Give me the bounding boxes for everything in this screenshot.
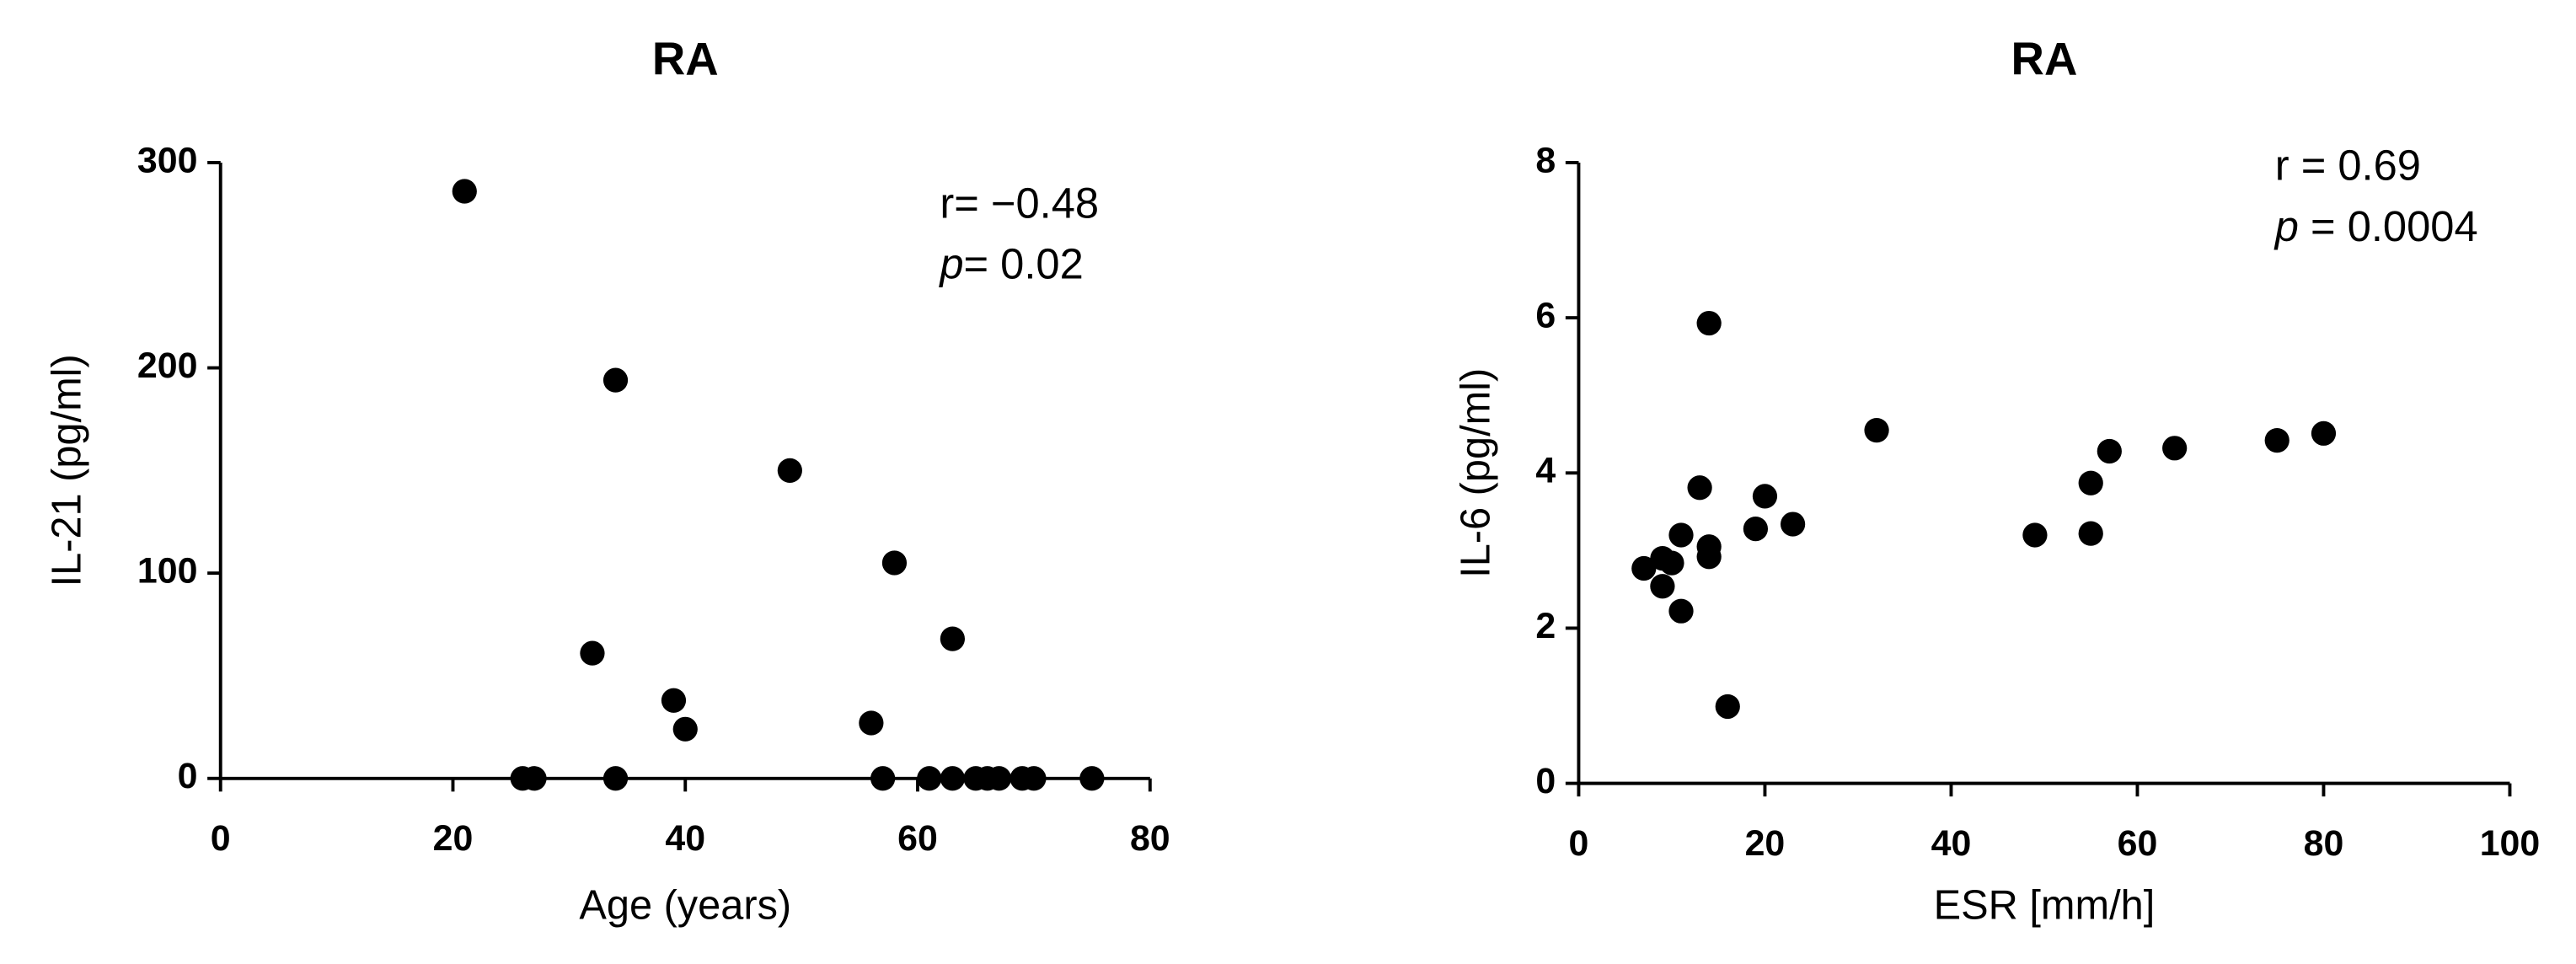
y-tick-label: 0 — [178, 756, 198, 796]
data-point — [1668, 598, 1694, 624]
data-point — [672, 716, 698, 742]
x-tick-label: 80 — [2304, 823, 2344, 864]
data-point — [777, 458, 802, 483]
x-tick-label: 60 — [2118, 823, 2158, 864]
x-axis-label: ESR [mm/h] — [1934, 883, 2156, 929]
annotation-text: = 0.0004 — [2299, 202, 2478, 250]
x-tick-label: 0 — [211, 818, 231, 859]
data-point — [522, 766, 547, 791]
data-point — [661, 688, 687, 713]
y-axis-label: IL-21 (pg/ml) — [44, 354, 89, 586]
annotation: p= 0.02 — [938, 240, 1083, 288]
x-tick-label: 100 — [2480, 823, 2541, 864]
data-point — [602, 766, 629, 791]
y-tick-label: 100 — [137, 550, 198, 591]
annotation: r= −0.48 — [940, 179, 1099, 228]
data-point — [1659, 550, 1684, 576]
x-tick-label: 20 — [1745, 823, 1786, 864]
data-point — [1743, 516, 1769, 542]
x-tick-label: 0 — [1569, 823, 1589, 864]
x-axis-label: Age (years) — [579, 883, 791, 929]
data-point — [1079, 766, 1105, 791]
data-point — [1687, 475, 1712, 501]
data-point — [602, 367, 629, 393]
data-point — [940, 766, 966, 791]
data-point — [940, 626, 966, 651]
data-point — [859, 710, 884, 736]
x-tick-label: 60 — [897, 818, 938, 859]
data-point — [870, 766, 896, 791]
chart: RA Age (years) IL-21 (pg/ml) 0 20 40 60 80 0 100 2… — [44, 33, 1170, 928]
data-point — [2311, 420, 2337, 446]
data-point — [2078, 521, 2103, 546]
x-tick-label: 20 — [433, 818, 474, 859]
data-point — [2022, 522, 2048, 548]
y-tick-label: 8 — [1535, 140, 1556, 180]
annotation-text: r= −0.48 — [940, 179, 1099, 228]
annotation-text: = 0.02 — [964, 240, 1084, 288]
chart-title: RA — [652, 33, 719, 84]
data-point — [580, 640, 605, 666]
annotation-text: r = 0.69 — [2275, 142, 2421, 190]
data-point — [1021, 766, 1047, 791]
chart: RA ESR [mm/h] IL-6 (pg/ml) 0 20 40 60 80 100 0 2 4 6… — [1453, 33, 2540, 928]
data-point — [1715, 694, 1740, 720]
y-tick-label: 300 — [137, 140, 198, 180]
data-point — [452, 179, 477, 204]
data-point — [2264, 427, 2289, 453]
data-point — [2078, 470, 2103, 495]
annotation: p = 0.0004 — [2273, 202, 2478, 250]
y-tick-label: 2 — [1535, 606, 1556, 646]
data-point — [1696, 310, 1722, 336]
data-point — [1631, 555, 1657, 581]
data-point — [2162, 436, 2188, 461]
y-tick-label: 6 — [1535, 295, 1556, 335]
data-point — [917, 766, 942, 791]
chart-title: RA — [2011, 33, 2078, 84]
y-tick-label: 200 — [137, 345, 198, 386]
annotation-italic: p — [938, 240, 963, 288]
data-point — [1650, 574, 1675, 599]
annotation-italic: p — [2273, 202, 2299, 250]
x-tick-label: 80 — [1130, 818, 1170, 859]
x-tick-label: 40 — [665, 818, 705, 859]
y-axis-label: IL-6 (pg/ml) — [1453, 368, 1498, 578]
data-point — [986, 766, 1012, 791]
data-point — [1668, 522, 1694, 548]
data-point — [2097, 438, 2122, 464]
x-tick-label: 40 — [1931, 823, 1972, 864]
data-point — [1696, 544, 1722, 570]
y-tick-label: 4 — [1535, 451, 1556, 491]
annotation: r = 0.69 — [2275, 142, 2421, 190]
data-point — [881, 550, 908, 576]
data-point — [1780, 511, 1806, 537]
y-tick-label: 0 — [1535, 761, 1556, 801]
data-point — [1864, 418, 1889, 443]
data-point — [1752, 484, 1778, 509]
